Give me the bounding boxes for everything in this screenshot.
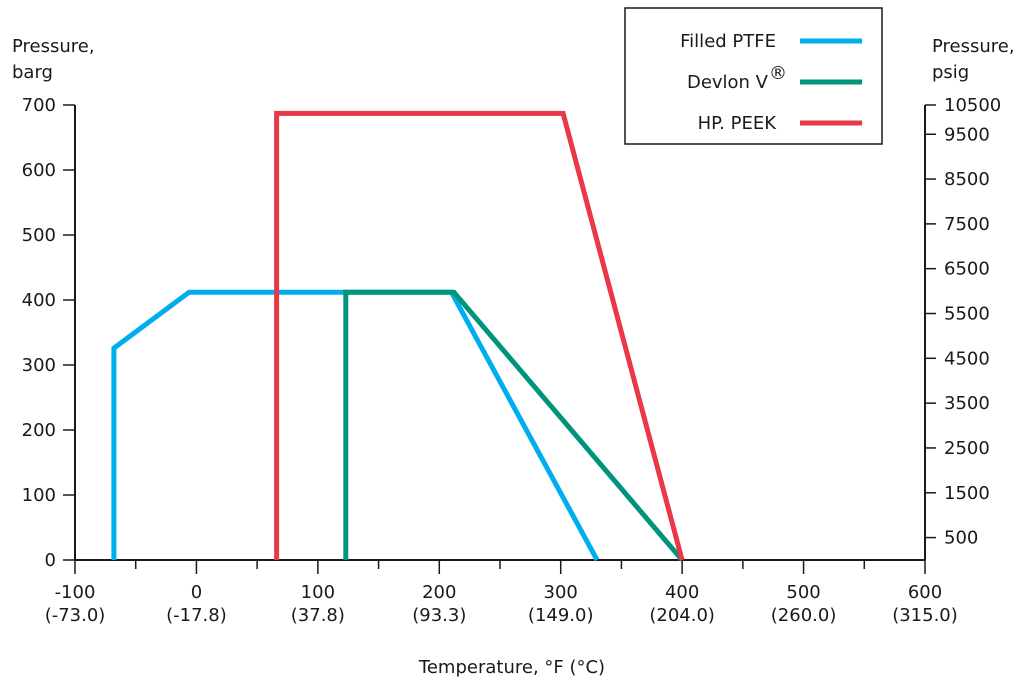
legend-label-filled-ptfe: Filled PTFE [680,31,776,52]
x-tick-label-f: 600 [908,582,942,603]
left-axis-label-line-2: barg [12,62,53,83]
x-tick-label-c: (204.0) [649,605,715,626]
left-y-tick-label: 200 [22,420,56,441]
left-y-ticks: 0 100 200 300 400 500 600 700 [22,95,75,571]
right-y-tick-label: 2500 [944,438,990,459]
x-tick-label-c: (-73.0) [45,605,106,626]
legend-label-devlon-v: Devlon V [687,72,769,93]
right-y-tick-label: 6500 [944,259,990,280]
x-ticks: -100(-73.0) 0(-17.8) 100(37.8) 200(93.3) 300… [45,560,958,626]
right-y-tick-label: 4500 [944,348,990,369]
right-axis-label-line-2: psig [932,62,969,83]
left-y-tick-label: 500 [22,225,56,246]
x-tick-label-c: (315.0) [892,605,958,626]
right-y-tick-label: 10500 [944,95,1001,116]
x-tick-label-f: 0 [191,582,202,603]
left-y-tick-label: 100 [22,485,56,506]
x-tick-label-c: (37.8) [291,605,345,626]
right-y-tick-label: 1500 [944,483,990,504]
series-line-devlon-v [343,289,685,562]
x-tick-label-c: (149.0) [528,605,594,626]
x-tick-label-c: (260.0) [771,605,837,626]
x-axis-label: Temperature, °F (°C) [418,657,605,678]
right-y-tick-label: 9500 [944,124,990,145]
series-line-filled-ptfe [111,289,600,562]
x-tick-label-f: 300 [544,582,578,603]
left-y-tick-label: 400 [22,290,56,311]
x-tick-label-c: (-17.8) [166,605,227,626]
x-tick-label-f: 200 [422,582,456,603]
x-tick-label-f: 100 [301,582,335,603]
right-y-tick-label: 500 [944,528,978,549]
x-tick-label-c: (93.3) [412,605,466,626]
x-tick-label-f: -100 [55,582,96,603]
x-tick-label-f: 400 [665,582,699,603]
right-y-tick-label: 3500 [944,393,990,414]
series-layer [111,110,685,562]
right-axis-label-line-1: Pressure, [932,36,1015,57]
legend-label-superscript: ® [769,63,787,84]
left-y-tick-label: 600 [22,160,56,181]
right-y-tick-label: 5500 [944,304,990,325]
left-y-tick-label: 700 [22,95,56,116]
axes [74,105,926,561]
right-y-tick-label: 7500 [944,214,990,235]
left-axis-label-line-1: Pressure, [12,36,95,57]
legend: Filled PTFE Devlon V ® HP. PEEK [624,7,883,145]
left-y-tick-label: 0 [45,550,56,571]
series-line-hp-peek [274,110,685,561]
legend-label-hp-peek: HP. PEEK [698,113,778,134]
x-tick-label-f: 500 [786,582,820,603]
left-y-tick-label: 300 [22,355,56,376]
right-y-ticks: 500 1500 2500 3500 4500 5500 6500 7500 8500 9500 1… [925,95,1001,549]
right-y-tick-label: 8500 [944,169,990,190]
